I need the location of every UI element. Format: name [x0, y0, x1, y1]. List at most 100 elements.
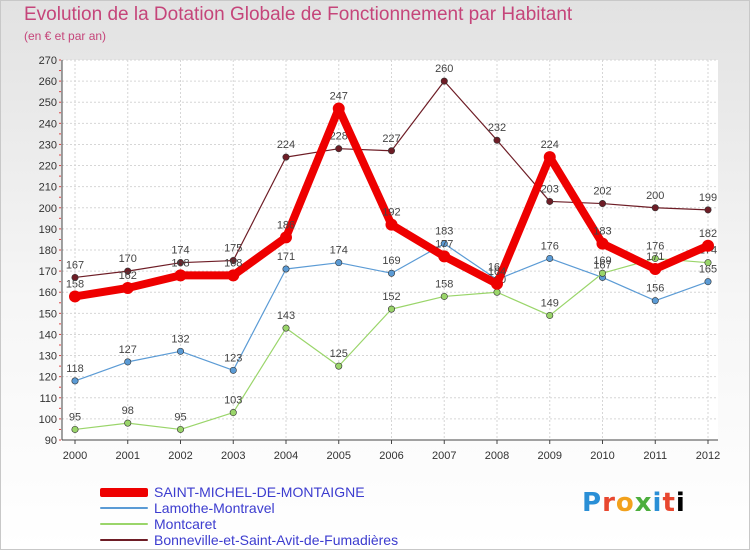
- data-point: [493, 288, 501, 296]
- y-tick-label: 160: [39, 287, 57, 299]
- legend-swatch: [100, 523, 148, 525]
- x-tick-label: 2000: [63, 450, 87, 462]
- legend-label: Lamothe-Montravel: [154, 500, 275, 516]
- data-label: 174: [330, 245, 348, 257]
- legend-label: Montcaret: [154, 516, 217, 532]
- data-point: [335, 362, 343, 370]
- data-point: [649, 263, 662, 275]
- y-tick-label: 100: [39, 414, 57, 426]
- data-point: [438, 250, 451, 263]
- data-point: [229, 257, 237, 265]
- data-label: 224: [541, 139, 559, 151]
- y-tick-label: 210: [39, 182, 57, 194]
- data-point: [229, 409, 237, 417]
- legend-swatch: [100, 539, 148, 541]
- x-tick-label: 2011: [643, 450, 667, 462]
- data-point: [177, 425, 185, 433]
- data-label: 169: [593, 255, 611, 267]
- data-label: 170: [119, 253, 137, 265]
- x-tick-label: 2009: [538, 450, 562, 462]
- x-tick-label: 2004: [274, 450, 298, 462]
- data-point: [598, 200, 606, 208]
- data-point: [704, 206, 712, 214]
- data-label: 202: [593, 186, 611, 198]
- data-label: 186: [277, 219, 295, 231]
- chart-subtitle: (en € et par an): [24, 29, 107, 43]
- data-point: [704, 259, 712, 267]
- data-point: [121, 282, 134, 294]
- data-label: 162: [119, 270, 137, 282]
- logo-letter: r: [602, 488, 616, 518]
- legend-swatch: [100, 488, 148, 497]
- y-tick-label: 270: [39, 55, 57, 67]
- data-label: 224: [277, 139, 295, 151]
- data-point: [124, 419, 132, 427]
- y-tick-label: 180: [39, 245, 57, 257]
- x-tick-label: 2007: [432, 450, 456, 462]
- data-label: 167: [593, 259, 611, 271]
- data-point: [546, 311, 554, 319]
- x-tick-label: 2006: [379, 450, 403, 462]
- data-point: [702, 239, 714, 252]
- data-label: 192: [382, 207, 400, 219]
- x-tick-label: 2002: [168, 450, 192, 462]
- line-chart: 90 100 110 120 130 140 150 160 170 180 190 200 210 22…: [39, 55, 721, 462]
- data-point: [71, 273, 79, 281]
- data-label: 118: [66, 363, 84, 375]
- x-tick-label: 2003: [221, 450, 245, 462]
- data-label: 132: [171, 333, 189, 345]
- data-label: 167: [66, 259, 84, 271]
- data-point: [440, 292, 448, 300]
- data-point: [174, 269, 187, 282]
- data-label: 177: [435, 238, 453, 250]
- y-tick-label: 90: [45, 435, 57, 447]
- y-tick-label: 220: [39, 161, 57, 173]
- data-label: 152: [382, 291, 400, 303]
- data-label: 227: [382, 133, 400, 145]
- y-tick-label: 240: [39, 118, 57, 130]
- y-tick-label: 120: [39, 372, 57, 384]
- data-point: [332, 102, 345, 115]
- data-label: 182: [699, 228, 717, 240]
- data-point: [493, 136, 501, 144]
- logo-letter: x: [634, 488, 653, 518]
- data-point: [282, 324, 290, 332]
- data-label: 95: [69, 411, 81, 423]
- data-point: [69, 290, 81, 303]
- y-tick-label: 130: [39, 351, 57, 363]
- data-label: 199: [699, 192, 717, 204]
- proxiti-logo: Proxiti: [582, 488, 686, 518]
- logo-letter: P: [582, 488, 603, 518]
- data-label: 200: [646, 190, 664, 202]
- y-tick-label: 190: [39, 224, 57, 236]
- data-point: [71, 377, 79, 385]
- data-label: 171: [646, 251, 664, 263]
- data-point: [596, 237, 609, 250]
- data-point: [598, 269, 606, 277]
- data-label: 123: [224, 352, 242, 364]
- data-point: [543, 151, 556, 164]
- data-label: 171: [277, 251, 295, 263]
- data-point: [335, 259, 343, 267]
- data-point: [440, 77, 448, 85]
- data-label: 125: [330, 348, 348, 360]
- data-point: [177, 347, 185, 355]
- data-point: [440, 240, 448, 248]
- y-tick-label: 260: [39, 76, 57, 88]
- data-point: [546, 254, 554, 262]
- y-tick-label: 110: [39, 393, 57, 405]
- data-point: [229, 366, 237, 374]
- data-point: [651, 297, 659, 305]
- data-point: [387, 269, 395, 277]
- legend-label: Bonneville-et-Saint-Avit-de-Fumadières: [154, 532, 399, 548]
- data-point: [71, 425, 79, 433]
- data-point: [651, 204, 659, 212]
- data-label: 103: [224, 395, 242, 407]
- data-point: [177, 259, 185, 267]
- data-point: [704, 278, 712, 286]
- x-tick-label: 2005: [327, 450, 351, 462]
- data-label: 175: [224, 243, 242, 255]
- legend-swatch: [100, 507, 148, 509]
- data-label: 143: [277, 310, 295, 322]
- data-label: 203: [541, 183, 559, 195]
